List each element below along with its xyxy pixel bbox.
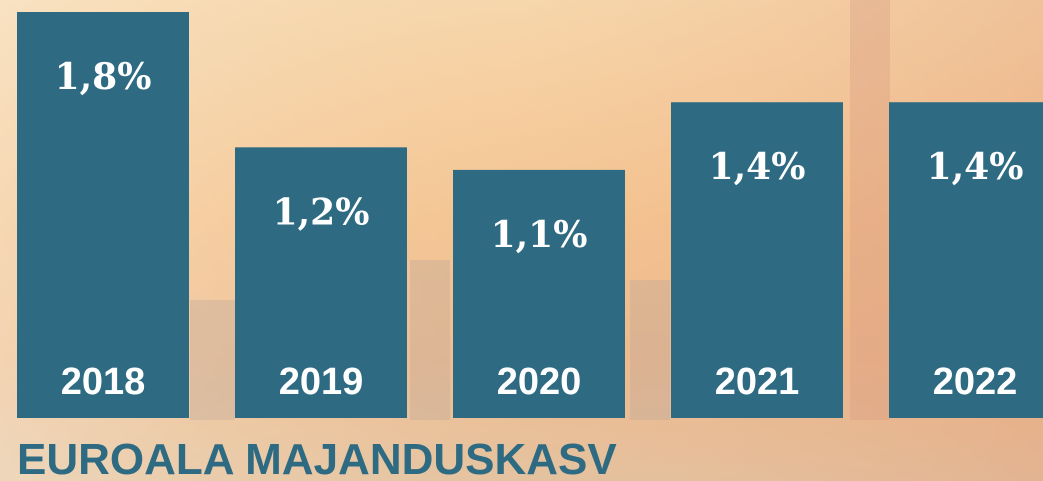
value-label: 1,2% — [273, 191, 370, 233]
chart-title: EUROALA MAJANDUSKASV — [17, 435, 617, 481]
x-tick-label: 2020 — [497, 361, 582, 403]
value-label: 1,1% — [491, 214, 588, 256]
bar — [235, 147, 407, 419]
value-label: 1,4% — [927, 146, 1024, 188]
value-label: 1,4% — [709, 146, 806, 188]
value-label: 1,8% — [55, 56, 152, 98]
x-tick-label: 2021 — [715, 361, 800, 403]
bar — [453, 169, 625, 418]
bar — [671, 102, 843, 418]
x-tick-label: 2018 — [61, 361, 146, 403]
x-tick-label: 2019 — [279, 361, 364, 403]
x-tick-label: 2022 — [933, 361, 1018, 403]
bar — [889, 102, 1043, 418]
bar — [17, 12, 189, 418]
skyline — [190, 0, 890, 420]
